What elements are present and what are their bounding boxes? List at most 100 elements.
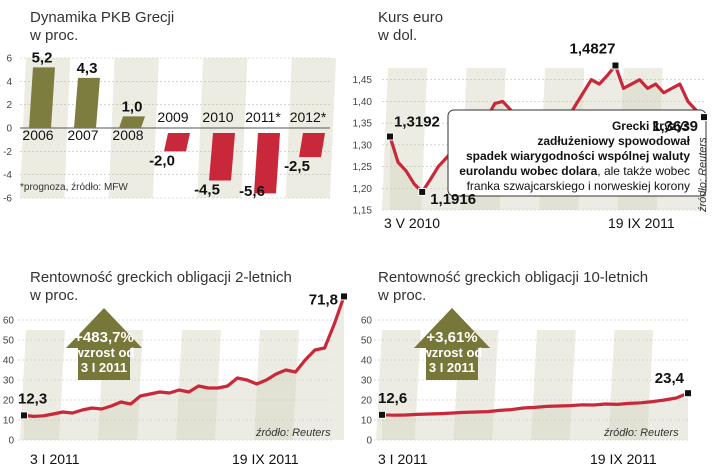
gdp-category-label: 2006 xyxy=(22,127,53,143)
bond2-tick-label: 0 xyxy=(8,436,14,447)
bond10-stripe xyxy=(376,330,421,440)
gdp-category-label: 2007 xyxy=(67,127,98,143)
gdp-tick-label: -6 xyxy=(3,194,12,205)
euro-marker xyxy=(611,61,620,70)
bond2-arrow: +483,7% wzrost od 3 I 2011 xyxy=(66,308,142,380)
bond10-stripe xyxy=(608,330,654,440)
bond10-arrow: +3,61% wzrost od 3 I 2011 xyxy=(414,308,490,380)
euro-tick-label: 1,30 xyxy=(353,140,373,151)
bond10-stripe xyxy=(531,330,576,440)
gdp-bar xyxy=(74,77,100,128)
gdp-category-label: 2009 xyxy=(157,109,188,125)
euro-y-axis: 1,45 1,40 1,35 1,30 1,25 1,20 1,15 xyxy=(353,75,373,216)
gdp-value-label: -2,0 xyxy=(149,152,175,169)
bond10-tick-label: 40 xyxy=(361,356,373,367)
gdp-tick-label: 6 xyxy=(6,54,12,65)
euro-subtitle: w dol. xyxy=(377,27,417,44)
euro-tick-label: 1,25 xyxy=(353,162,373,173)
euro-marker-label: 1,4827 xyxy=(570,41,616,58)
bond10-end-date: 19 IX 2011 xyxy=(590,451,657,467)
bond10-tick-label: 60 xyxy=(361,316,373,327)
gdp-value-labels: 5,2 4,3 1,0 -2,0 -4,5 -5,6 -2,5 xyxy=(32,49,310,200)
gdp-bar xyxy=(29,67,55,128)
bond10-source: źródło: Reuters xyxy=(603,427,679,439)
euro-annotation-line1: Grecki kryzys xyxy=(612,119,690,133)
euro-annotation-box xyxy=(447,109,707,197)
euro-marker-label: 1,1916 xyxy=(430,191,476,208)
gdp-bar xyxy=(209,133,235,181)
euro-markers: 1,3192 1,1916 1,4827 1,3639 xyxy=(386,41,708,208)
bond2-title: Rentowność greckich obligacji 2-letnich xyxy=(30,269,292,286)
bond10-subtitle: w proc. xyxy=(377,287,426,304)
gdp-value-label: -5,6 xyxy=(239,183,265,200)
gdp-bar xyxy=(119,116,145,128)
bond10-marker xyxy=(378,410,386,419)
gdp-tick-label: 2 xyxy=(6,100,12,111)
gdp-bar xyxy=(299,133,325,158)
euro-annotation-line2: zadłużeniowy spowodował xyxy=(537,134,690,148)
gdp-value-label: 1,0 xyxy=(122,98,143,115)
bond2-tick-label: 50 xyxy=(3,336,15,347)
bond10-series xyxy=(381,391,689,440)
bond2-area xyxy=(24,296,344,440)
bond10-tick-label: 50 xyxy=(361,336,373,347)
euro-marker xyxy=(700,113,708,122)
bond2-arrow-line1: +483,7% xyxy=(74,329,134,346)
gdp-value-label: 5,2 xyxy=(32,49,53,66)
euro-end-date: 19 IX 2011 xyxy=(608,215,675,231)
bond2-series xyxy=(23,295,346,440)
euro-marker xyxy=(386,132,394,141)
euro-annotation-line5: franka szwajcarskiego i norweskiej koron… xyxy=(467,179,690,193)
gdp-category-label: 2010 xyxy=(202,109,233,125)
gdp-bars xyxy=(20,67,330,194)
euro-annotation-line4: eurolandu wobec dolara, ale także wobec xyxy=(459,164,690,178)
bond2-marker-label: 71,8 xyxy=(309,291,338,308)
bond2-marker xyxy=(340,292,348,301)
euro-tick-label: 1,20 xyxy=(353,184,373,195)
euro-annotation-line4-rest: , ale także wobec xyxy=(597,164,690,178)
bond2-marker-label: 12,3 xyxy=(18,390,47,407)
bond2-end-date: 19 IX 2011 xyxy=(232,451,299,467)
gdp-category-label: 2011* xyxy=(245,109,281,125)
gdp-subtitle: w proc. xyxy=(29,27,78,44)
bond2-tick-label: 30 xyxy=(3,376,15,387)
gdp-category-labels: 2006 2007 2008 2009 2010 2011* 2012* xyxy=(22,109,326,143)
bond10-tick-label: 20 xyxy=(361,396,373,407)
euro-stripe xyxy=(382,68,428,210)
gdp-category-label: 2008 xyxy=(112,127,143,143)
bond10-marker xyxy=(684,389,692,398)
bond10-y-axis: 60 50 40 30 20 10 0 xyxy=(361,316,373,447)
bond2-markers: 12,3 71,8 xyxy=(18,291,348,420)
bond2-tick-label: 10 xyxy=(3,416,15,427)
gdp-panel: Dynamika PKB Grecji w proc. 2006 2007 2008… xyxy=(3,9,336,205)
gdp-tick-label: -4 xyxy=(3,170,12,181)
euro-title: Kurs euro xyxy=(378,9,443,26)
gdp-title: Dynamika PKB Grecji xyxy=(30,9,174,26)
gdp-note: *prognoza, źródło: MFW xyxy=(20,182,128,193)
gdp-value-label: -4,5 xyxy=(194,182,220,199)
bond2-panel: Rentowność greckich obligacji 2-letnich … xyxy=(3,269,348,467)
bond10-line xyxy=(381,391,689,417)
bond2-marker xyxy=(20,411,28,420)
bond10-arrow-line2: wzrost od xyxy=(421,345,483,360)
gdp-bar xyxy=(164,133,190,152)
bond2-gridlines xyxy=(18,319,332,441)
bond10-tick-label: 10 xyxy=(361,416,373,427)
bond10-markers: 12,6 23,4 xyxy=(378,370,692,419)
euro-tick-label: 1,45 xyxy=(353,75,373,86)
bond10-arrow-line3: 3 I 2011 xyxy=(429,360,475,375)
bond2-tick-label: 60 xyxy=(3,316,15,327)
gdp-value-label: 4,3 xyxy=(77,60,98,77)
bond2-tick-label: 40 xyxy=(3,356,15,367)
gdp-y-axis: 6 4 2 0 -2 -4 -6 xyxy=(3,54,12,205)
bond2-arrow-shape xyxy=(66,308,142,380)
bond10-start-date: 3 I 2011 xyxy=(378,451,428,467)
gdp-category-label: 2012* xyxy=(290,109,327,125)
euro-annotation-line3: spadek wiarygodności wspólnej waluty xyxy=(466,149,690,163)
bond2-stripe xyxy=(254,330,299,440)
bond2-line xyxy=(23,295,346,418)
gdp-tick-label: 4 xyxy=(6,77,12,88)
euro-source: źródło: Reuters xyxy=(697,137,709,213)
euro-marker-label: 1,3192 xyxy=(394,114,440,131)
